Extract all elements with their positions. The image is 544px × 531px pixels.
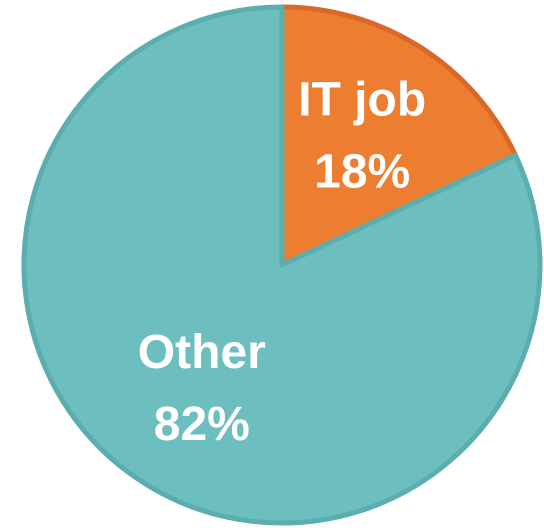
pie-slice	[279, 4, 518, 268]
slice-category-label: IT job	[298, 73, 426, 126]
slice-value-label: 82%	[154, 398, 250, 451]
slice-value-label: 18%	[314, 145, 410, 198]
slice-category-label: Other	[138, 326, 266, 379]
pie-slice	[21, 4, 543, 526]
